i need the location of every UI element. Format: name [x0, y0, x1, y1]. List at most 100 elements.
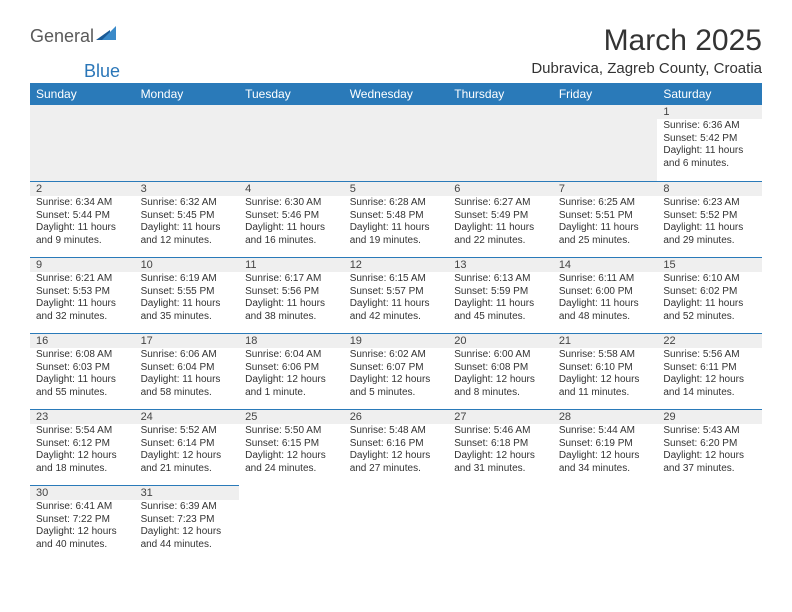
- day-line: and 34 minutes.: [559, 463, 652, 476]
- weekday-header: Friday: [553, 83, 658, 105]
- day-line: Daylight: 12 hours: [36, 450, 129, 463]
- day-line: Sunset: 5:42 PM: [663, 133, 756, 146]
- calendar-day-cell: 4Sunrise: 6:30 AMSunset: 5:46 PMDaylight…: [239, 181, 344, 257]
- day-line: and 19 minutes.: [350, 235, 443, 248]
- day-details: Sunrise: 5:52 AMSunset: 6:14 PMDaylight:…: [135, 424, 240, 478]
- calendar-week-row: 23Sunrise: 5:54 AMSunset: 6:12 PMDayligh…: [30, 409, 762, 485]
- day-line: Sunrise: 5:43 AM: [663, 425, 756, 438]
- day-line: Daylight: 11 hours: [36, 298, 129, 311]
- day-line: Daylight: 12 hours: [663, 450, 756, 463]
- day-line: Sunset: 6:03 PM: [36, 362, 129, 375]
- day-line: Sunset: 5:55 PM: [141, 286, 234, 299]
- calendar-day-cell: 24Sunrise: 5:52 AMSunset: 6:14 PMDayligh…: [135, 409, 240, 485]
- day-line: Sunrise: 6:02 AM: [350, 349, 443, 362]
- day-line: and 31 minutes.: [454, 463, 547, 476]
- calendar-day-cell: 28Sunrise: 5:44 AMSunset: 6:19 PMDayligh…: [553, 409, 658, 485]
- day-line: Sunset: 6:16 PM: [350, 438, 443, 451]
- day-line: Sunrise: 6:34 AM: [36, 197, 129, 210]
- day-line: and 52 minutes.: [663, 311, 756, 324]
- day-line: Sunrise: 6:23 AM: [663, 197, 756, 210]
- day-line: Sunrise: 6:13 AM: [454, 273, 547, 286]
- day-details: Sunrise: 6:36 AMSunset: 5:42 PMDaylight:…: [657, 119, 762, 173]
- calendar-week-row: 16Sunrise: 6:08 AMSunset: 6:03 PM Dayligh…: [30, 333, 762, 409]
- day-line: and 45 minutes.: [454, 311, 547, 324]
- day-details: Sunrise: 6:41 AMSunset: 7:22 PMDaylight:…: [30, 500, 135, 554]
- day-line: Sunset: 6:08 PM: [454, 362, 547, 375]
- day-line: and 29 minutes.: [663, 235, 756, 248]
- day-line: Sunset: 5:57 PM: [350, 286, 443, 299]
- day-number: 15: [657, 257, 762, 272]
- day-details: Sunrise: 5:54 AMSunset: 6:12 PMDaylight:…: [30, 424, 135, 478]
- weekday-header-row: Sunday Monday Tuesday Wednesday Thursday…: [30, 83, 762, 105]
- day-number: 7: [553, 181, 658, 196]
- day-line: Sunset: 6:20 PM: [663, 438, 756, 451]
- weekday-header: Tuesday: [239, 83, 344, 105]
- day-line: Daylight: 12 hours: [454, 450, 547, 463]
- logo: General: [30, 26, 116, 47]
- day-line: Sunset: 5:51 PM: [559, 210, 652, 223]
- calendar-day-cell: 6Sunrise: 6:27 AMSunset: 5:49 PMDaylight…: [448, 181, 553, 257]
- calendar-week-row: 30Sunrise: 6:41 AMSunset: 7:22 PMDayligh…: [30, 485, 762, 561]
- day-number: 16: [30, 333, 135, 348]
- calendar-day-cell: 7Sunrise: 6:25 AMSunset: 5:51 PMDaylight…: [553, 181, 658, 257]
- day-details: Sunrise: 6:23 AMSunset: 5:52 PMDaylight:…: [657, 196, 762, 250]
- month-title: March 2025: [531, 24, 762, 58]
- day-line: Sunrise: 5:48 AM: [350, 425, 443, 438]
- day-line: Sunset: 6:04 PM: [141, 362, 234, 375]
- day-details: Sunrise: 6:15 AMSunset: 5:57 PMDaylight:…: [344, 272, 449, 326]
- day-line: Sunset: 6:06 PM: [245, 362, 338, 375]
- day-line: Sunrise: 6:04 AM: [245, 349, 338, 362]
- day-line: Sunrise: 5:52 AM: [141, 425, 234, 438]
- day-line: and 48 minutes.: [559, 311, 652, 324]
- day-details: Sunrise: 6:39 AMSunset: 7:23 PMDaylight:…: [135, 500, 240, 554]
- day-number: 3: [135, 181, 240, 196]
- day-line: Sunset: 5:53 PM: [36, 286, 129, 299]
- calendar-day-cell: 5Sunrise: 6:28 AMSunset: 5:48 PMDaylight…: [344, 181, 449, 257]
- day-line: Sunset: 6:12 PM: [36, 438, 129, 451]
- day-line: Sunset: 6:15 PM: [245, 438, 338, 451]
- weekday-header: Monday: [135, 83, 240, 105]
- day-details: Sunrise: 5:46 AMSunset: 6:18 PMDaylight:…: [448, 424, 553, 478]
- day-line: and 42 minutes.: [350, 311, 443, 324]
- day-line: Sunrise: 6:08 AM: [36, 349, 129, 362]
- day-line: and 21 minutes.: [141, 463, 234, 476]
- title-block: March 2025 Dubravica, Zagreb County, Cro…: [531, 24, 762, 77]
- day-line: Daylight: 12 hours: [350, 450, 443, 463]
- calendar-day-cell: 14Sunrise: 6:11 AMSunset: 6:00 PMDayligh…: [553, 257, 658, 333]
- day-line: Daylight: 12 hours: [141, 450, 234, 463]
- day-line: and 24 minutes.: [245, 463, 338, 476]
- calendar-day-cell: [553, 105, 658, 181]
- day-line: and 38 minutes.: [245, 311, 338, 324]
- day-number: 4: [239, 181, 344, 196]
- day-number: 28: [553, 409, 658, 424]
- day-line: Sunrise: 5:50 AM: [245, 425, 338, 438]
- day-line: Sunrise: 6:28 AM: [350, 197, 443, 210]
- calendar-day-cell: 8Sunrise: 6:23 AMSunset: 5:52 PMDaylight…: [657, 181, 762, 257]
- day-line: Daylight: 12 hours: [559, 374, 652, 387]
- day-details: Sunrise: 5:58 AMSunset: 6:10 PMDaylight:…: [553, 348, 658, 402]
- calendar-day-cell: 12Sunrise: 6:15 AMSunset: 5:57 PMDayligh…: [344, 257, 449, 333]
- day-line: Daylight: 12 hours: [559, 450, 652, 463]
- day-line: Sunrise: 5:44 AM: [559, 425, 652, 438]
- calendar-day-cell: 22Sunrise: 5:56 AMSunset: 6:11 PMDayligh…: [657, 333, 762, 409]
- day-details: Sunrise: 6:27 AMSunset: 5:49 PMDaylight:…: [448, 196, 553, 250]
- weekday-header: Wednesday: [344, 83, 449, 105]
- day-line: Sunrise: 6:15 AM: [350, 273, 443, 286]
- day-line: Daylight: 11 hours: [245, 298, 338, 311]
- day-details: Sunrise: 6:34 AMSunset: 5:44 PMDaylight:…: [30, 196, 135, 250]
- day-line: Sunrise: 6:21 AM: [36, 273, 129, 286]
- day-line: Sunset: 5:59 PM: [454, 286, 547, 299]
- day-line: and 16 minutes.: [245, 235, 338, 248]
- day-line: Daylight: 11 hours: [36, 222, 129, 235]
- day-line: and 6 minutes.: [663, 158, 756, 171]
- calendar-day-cell: 11Sunrise: 6:17 AMSunset: 5:56 PMDayligh…: [239, 257, 344, 333]
- day-line: Sunrise: 6:10 AM: [663, 273, 756, 286]
- calendar-day-cell: 15Sunrise: 6:10 AMSunset: 6:02 PMDayligh…: [657, 257, 762, 333]
- day-number: 23: [30, 409, 135, 424]
- day-line: Daylight: 12 hours: [663, 374, 756, 387]
- day-line: Daylight: 12 hours: [245, 374, 338, 387]
- day-line: Sunrise: 6:17 AM: [245, 273, 338, 286]
- day-number: 31: [135, 485, 240, 500]
- day-number: 2: [30, 181, 135, 196]
- day-number: 1: [657, 105, 762, 119]
